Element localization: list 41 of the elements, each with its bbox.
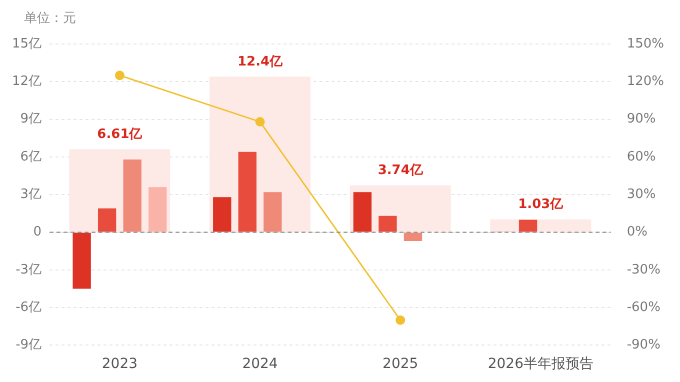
y-tick-label: 15亿 — [12, 36, 42, 52]
x-tick-label: 2023 — [102, 356, 138, 372]
bar — [72, 232, 91, 289]
bar — [148, 187, 167, 232]
y-tick-label: -9亿 — [16, 338, 42, 353]
bar — [123, 159, 142, 232]
y2-tick-label: -90% — [626, 338, 660, 353]
bar — [238, 152, 256, 232]
data-label: 6.61亿 — [97, 127, 144, 142]
bar — [404, 232, 422, 242]
y2-tick-label: 120% — [626, 74, 664, 90]
y-tick-label: 0 — [33, 224, 42, 240]
point — [396, 315, 406, 325]
y-tick-label: 3亿 — [20, 186, 42, 202]
point — [114, 70, 124, 80]
y-tick-label: 9亿 — [20, 112, 42, 127]
bar — [213, 197, 232, 232]
data-label: 1.03亿 — [518, 197, 564, 212]
y2-tick-label: 0% — [626, 224, 648, 240]
x-tick-label: 2026半年报预告 — [488, 356, 594, 372]
bar — [264, 192, 282, 232]
y-tick-label: 12亿 — [12, 74, 42, 90]
y2-tick-label: 30% — [626, 186, 656, 202]
data-label: 3.74亿 — [378, 163, 424, 178]
y2-tick-label: 60% — [626, 149, 656, 164]
y-tick-label: -3亿 — [16, 262, 42, 278]
text: 单位：元 — [24, 10, 76, 26]
y2-tick-label: 150% — [626, 36, 664, 52]
y2-tick-label: 90% — [626, 112, 656, 127]
bar — [98, 208, 116, 232]
y-tick-label: -6亿 — [16, 300, 42, 315]
y2-tick-label: -60% — [626, 300, 660, 315]
data-label: 12.4亿 — [237, 54, 284, 70]
point — [255, 117, 265, 127]
bar — [353, 192, 372, 232]
x-tick-label: 2025 — [382, 356, 418, 372]
bar — [518, 220, 538, 232]
bar — [378, 216, 397, 232]
y2-tick-label: -30% — [626, 262, 660, 278]
x-tick-label: 2024 — [242, 356, 278, 372]
y-tick-label: 6亿 — [20, 149, 42, 164]
